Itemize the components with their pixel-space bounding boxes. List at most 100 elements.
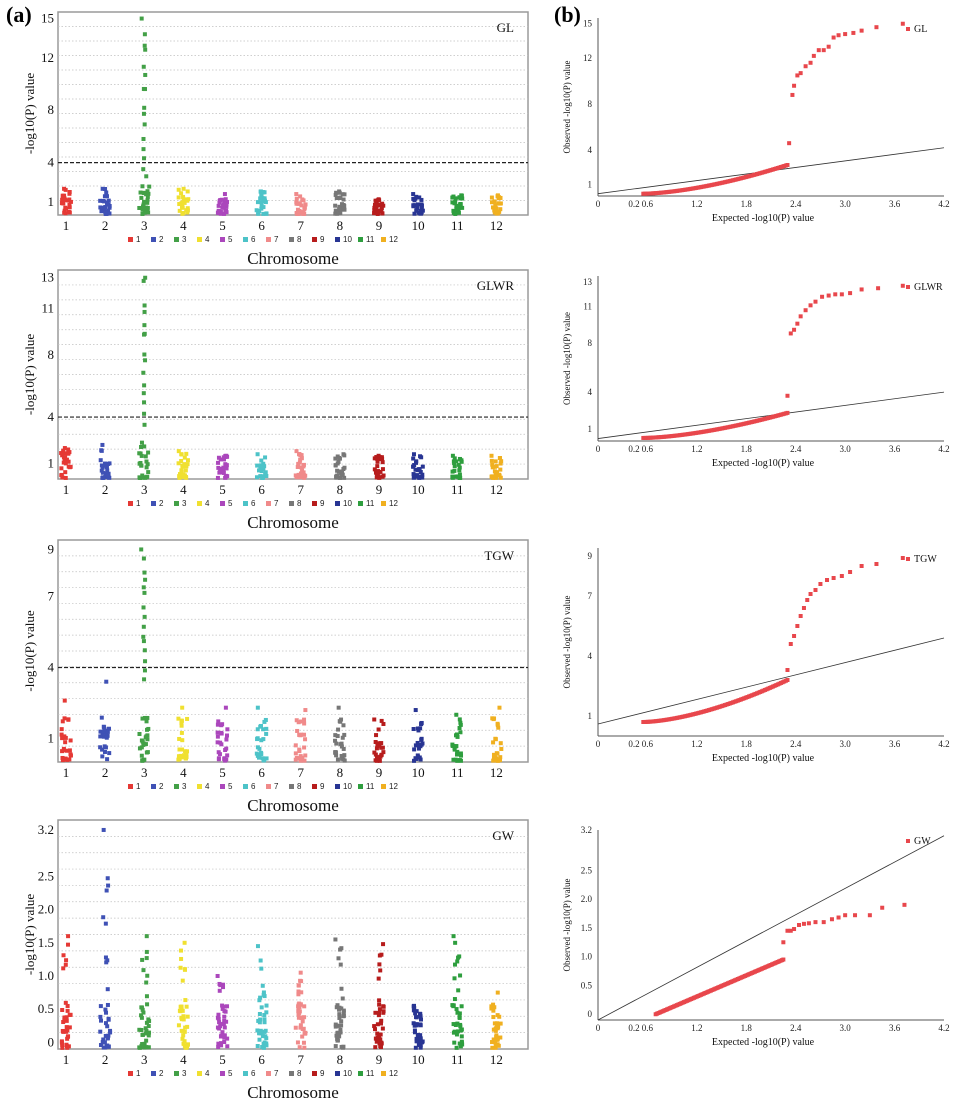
snp-point <box>140 1007 145 1012</box>
snp-point <box>140 475 145 480</box>
snp-point <box>414 756 419 761</box>
snp-point <box>373 752 378 757</box>
snp-point <box>104 1010 109 1015</box>
snp-point <box>333 203 338 208</box>
snp-point <box>142 1041 147 1046</box>
legend-swatch <box>243 784 248 789</box>
qq-point <box>805 598 810 602</box>
chromosome-tick-label: 12 <box>490 765 503 780</box>
snp-point <box>144 1038 149 1043</box>
snp-point <box>297 1045 302 1050</box>
snp-point <box>141 190 146 195</box>
snp-point <box>379 752 384 757</box>
snp-point <box>98 1043 103 1048</box>
chromosome-tick-label: 8 <box>337 765 344 780</box>
snp-point <box>185 458 190 463</box>
snp-point <box>62 451 67 456</box>
snp-point <box>179 723 184 728</box>
snp-point <box>333 1024 338 1029</box>
snp-point <box>377 758 382 763</box>
snp-point <box>489 458 494 463</box>
y-tick-label: 12 <box>583 53 592 63</box>
snp-point <box>342 192 347 197</box>
snp-point <box>260 196 265 201</box>
snp-point <box>381 721 386 726</box>
snp-point <box>142 210 147 215</box>
snp-point <box>456 1029 461 1034</box>
snp-point <box>60 755 65 760</box>
snp-point <box>374 755 379 760</box>
snp-point <box>142 614 147 619</box>
snp-point <box>264 1036 269 1041</box>
snp-point <box>142 757 147 762</box>
snp-point <box>336 705 341 710</box>
legend-label: 8 <box>297 499 302 508</box>
snp-point <box>222 1014 227 1019</box>
snp-point <box>141 585 146 590</box>
snp-point <box>263 717 268 722</box>
qq-point <box>859 287 864 292</box>
qq-point <box>900 21 905 26</box>
snp-point <box>296 983 301 988</box>
snp-point <box>218 211 223 216</box>
legend-swatch <box>128 1071 133 1076</box>
snp-point <box>102 749 107 754</box>
snp-point <box>179 452 184 457</box>
snp-point <box>261 992 266 997</box>
snp-point <box>497 201 502 206</box>
snp-point <box>140 1045 145 1050</box>
snp-point <box>223 197 228 202</box>
snp-point <box>222 1018 227 1023</box>
snp-point <box>103 463 108 468</box>
snp-point <box>139 1015 144 1020</box>
snp-point <box>420 464 425 469</box>
snp-point <box>263 455 268 460</box>
snp-point <box>104 735 109 740</box>
snp-point <box>376 1010 381 1015</box>
snp-point <box>498 467 503 472</box>
snp-point <box>333 463 338 468</box>
snp-point <box>379 455 384 460</box>
legend-swatch <box>358 237 363 242</box>
snp-point <box>415 206 420 211</box>
snp-point <box>144 994 149 999</box>
snp-point <box>492 1021 497 1026</box>
snp-point <box>414 1022 419 1027</box>
snp-point <box>378 1032 383 1037</box>
snp-point <box>498 741 503 746</box>
snp-point <box>259 192 264 197</box>
qq-point <box>788 331 793 336</box>
snp-point <box>298 1023 303 1028</box>
snp-point <box>303 708 308 713</box>
snp-point <box>415 726 420 731</box>
snp-point <box>338 195 343 200</box>
snp-point <box>215 722 220 727</box>
x-tick-label: 3.6 <box>889 739 901 749</box>
snp-point <box>67 197 72 202</box>
snp-point <box>181 472 186 477</box>
snp-point <box>498 755 503 760</box>
snp-point <box>146 470 151 475</box>
x-tick-label: 0 <box>596 1023 601 1033</box>
snp-point <box>224 204 229 209</box>
snp-point <box>458 1024 463 1029</box>
snp-point <box>100 747 105 752</box>
snp-point <box>455 1021 460 1026</box>
snp-point <box>337 1034 342 1039</box>
snp-point <box>255 1044 260 1049</box>
chromosome-tick-label: 3 <box>141 1052 148 1067</box>
snp-point <box>293 751 298 756</box>
snp-point <box>375 1035 380 1040</box>
snp-point <box>258 189 263 194</box>
qq-point <box>831 576 836 580</box>
snp-point <box>411 1021 416 1026</box>
snp-point <box>258 1017 263 1022</box>
snp-point <box>337 719 342 724</box>
snp-point <box>141 204 146 209</box>
legend-label: 1 <box>136 499 141 508</box>
y-tick-label: 2.5 <box>581 865 593 875</box>
snp-point <box>223 475 228 480</box>
snp-point <box>372 202 377 207</box>
snp-point <box>495 751 500 756</box>
chromosome-tick-label: 6 <box>258 1052 265 1067</box>
